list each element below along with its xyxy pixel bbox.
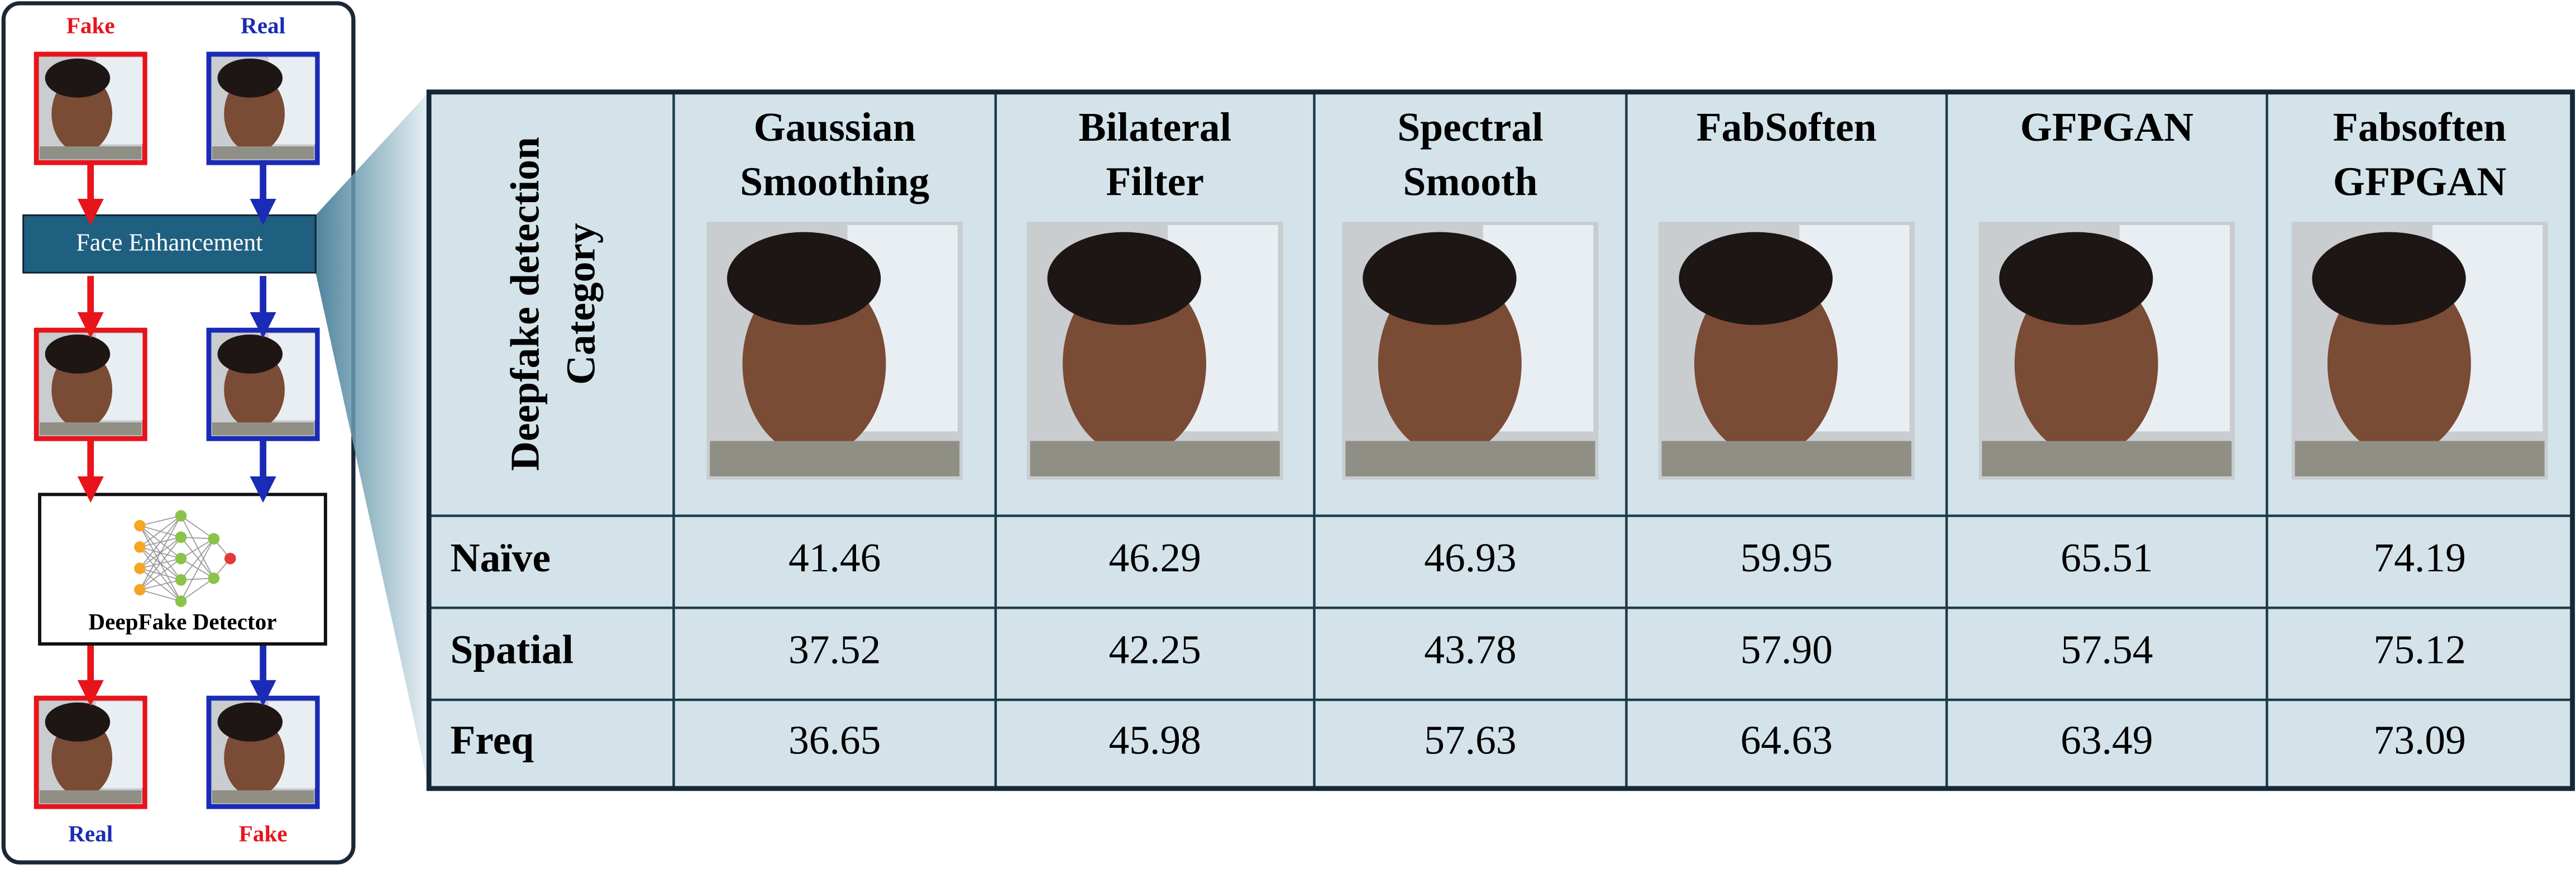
cell-value: 64.63 <box>1741 717 1833 762</box>
net-edge <box>139 558 181 590</box>
net-edge <box>180 515 214 579</box>
face-shirt <box>212 146 314 160</box>
face-shirt <box>710 441 960 477</box>
net-node <box>208 572 220 584</box>
cell-value: 37.52 <box>788 627 881 672</box>
face-shirt <box>212 422 314 436</box>
face-hair <box>1363 232 1517 325</box>
face-hair <box>1679 232 1833 325</box>
column-header: GFPGAN <box>2020 104 2193 150</box>
face-shirt <box>40 790 142 804</box>
column-header: Gaussian <box>754 104 916 150</box>
face-hair <box>1999 232 2153 325</box>
column-header: Filter <box>1106 158 1204 204</box>
net-edge <box>139 515 181 590</box>
net-edge <box>180 537 214 579</box>
zoom-wedge <box>316 92 429 789</box>
net-node <box>134 519 146 532</box>
column-header: Smoothing <box>740 158 929 204</box>
net-edge <box>139 515 181 548</box>
face-shirt <box>1345 441 1595 477</box>
face-hair <box>217 702 283 742</box>
cell-value: 73.09 <box>2373 717 2465 762</box>
face-hair <box>45 702 111 742</box>
column-header: Smooth <box>1403 158 1537 204</box>
cell-value: 41.46 <box>788 534 881 580</box>
cell-value: 57.90 <box>1741 627 1833 672</box>
net-edge <box>140 589 181 602</box>
face-hair <box>45 334 111 374</box>
net-node <box>175 552 187 565</box>
face-hair <box>727 232 881 325</box>
table-border <box>426 89 2575 791</box>
net-node <box>175 531 187 543</box>
column-header: Spectral <box>1397 104 1543 150</box>
net-node <box>208 533 220 545</box>
cell-value: 75.12 <box>2373 627 2465 672</box>
net-edge <box>140 579 181 590</box>
cell-value: 46.29 <box>1109 534 1201 580</box>
column-header: FabSoften <box>1696 104 1877 150</box>
net-edge <box>180 538 214 580</box>
face-shirt <box>40 146 142 160</box>
net-node <box>134 584 146 596</box>
column-header: Bilateral <box>1078 104 1231 150</box>
cell-value: 74.19 <box>2373 534 2465 580</box>
category-header: Deepfake detection <box>501 137 547 471</box>
net-edge <box>180 558 214 579</box>
face-shirt <box>2295 441 2545 477</box>
detector-label: DeepFake Detector <box>88 609 276 634</box>
cell-value: 43.78 <box>1424 627 1516 672</box>
enhancer-label: Face Enhancement <box>76 228 262 256</box>
input-label: Fake <box>66 12 115 38</box>
face-shirt <box>1982 441 2232 477</box>
face-shirt <box>1030 441 1280 477</box>
face-shirt <box>1661 441 1911 477</box>
face-shirt <box>40 422 142 436</box>
net-edge <box>180 538 214 559</box>
net-edge <box>180 538 214 601</box>
cell-value: 57.54 <box>2061 627 2153 672</box>
cell-value: 59.95 <box>1741 534 1833 580</box>
face-hair <box>217 334 283 374</box>
output-label: Fake <box>239 821 288 847</box>
cell-value: 63.49 <box>2061 717 2153 762</box>
cell-value: 57.63 <box>1424 717 1516 762</box>
category-header: Category <box>557 223 603 385</box>
face-shirt <box>212 790 314 804</box>
net-edge <box>139 515 181 569</box>
cell-value: 36.65 <box>788 717 881 762</box>
face-hair <box>2312 232 2466 325</box>
net-edge <box>180 577 214 602</box>
net-edge <box>139 537 181 590</box>
column-header: GFPGAN <box>2333 158 2506 204</box>
output-label: Real <box>68 821 113 847</box>
cell-value: 46.93 <box>1424 534 1516 580</box>
face-hair <box>217 58 283 98</box>
net-node <box>134 541 146 553</box>
net-node <box>175 595 187 607</box>
row-label: Spatial <box>450 627 573 672</box>
input-label: Real <box>241 12 285 38</box>
cell-value: 65.51 <box>2061 534 2153 580</box>
face-hair <box>1047 232 1201 325</box>
row-label: Freq <box>450 717 534 762</box>
face-hair <box>45 58 111 98</box>
net-node <box>175 510 187 522</box>
row-label: Naïve <box>450 534 551 580</box>
net-edge <box>180 515 214 539</box>
net-edge <box>140 515 181 527</box>
column-header: Fabsoften <box>2333 104 2506 150</box>
cell-value: 45.98 <box>1109 717 1201 762</box>
net-node <box>175 574 187 586</box>
net-node <box>224 552 236 565</box>
cell-value: 42.25 <box>1109 627 1201 672</box>
net-node <box>134 562 146 575</box>
